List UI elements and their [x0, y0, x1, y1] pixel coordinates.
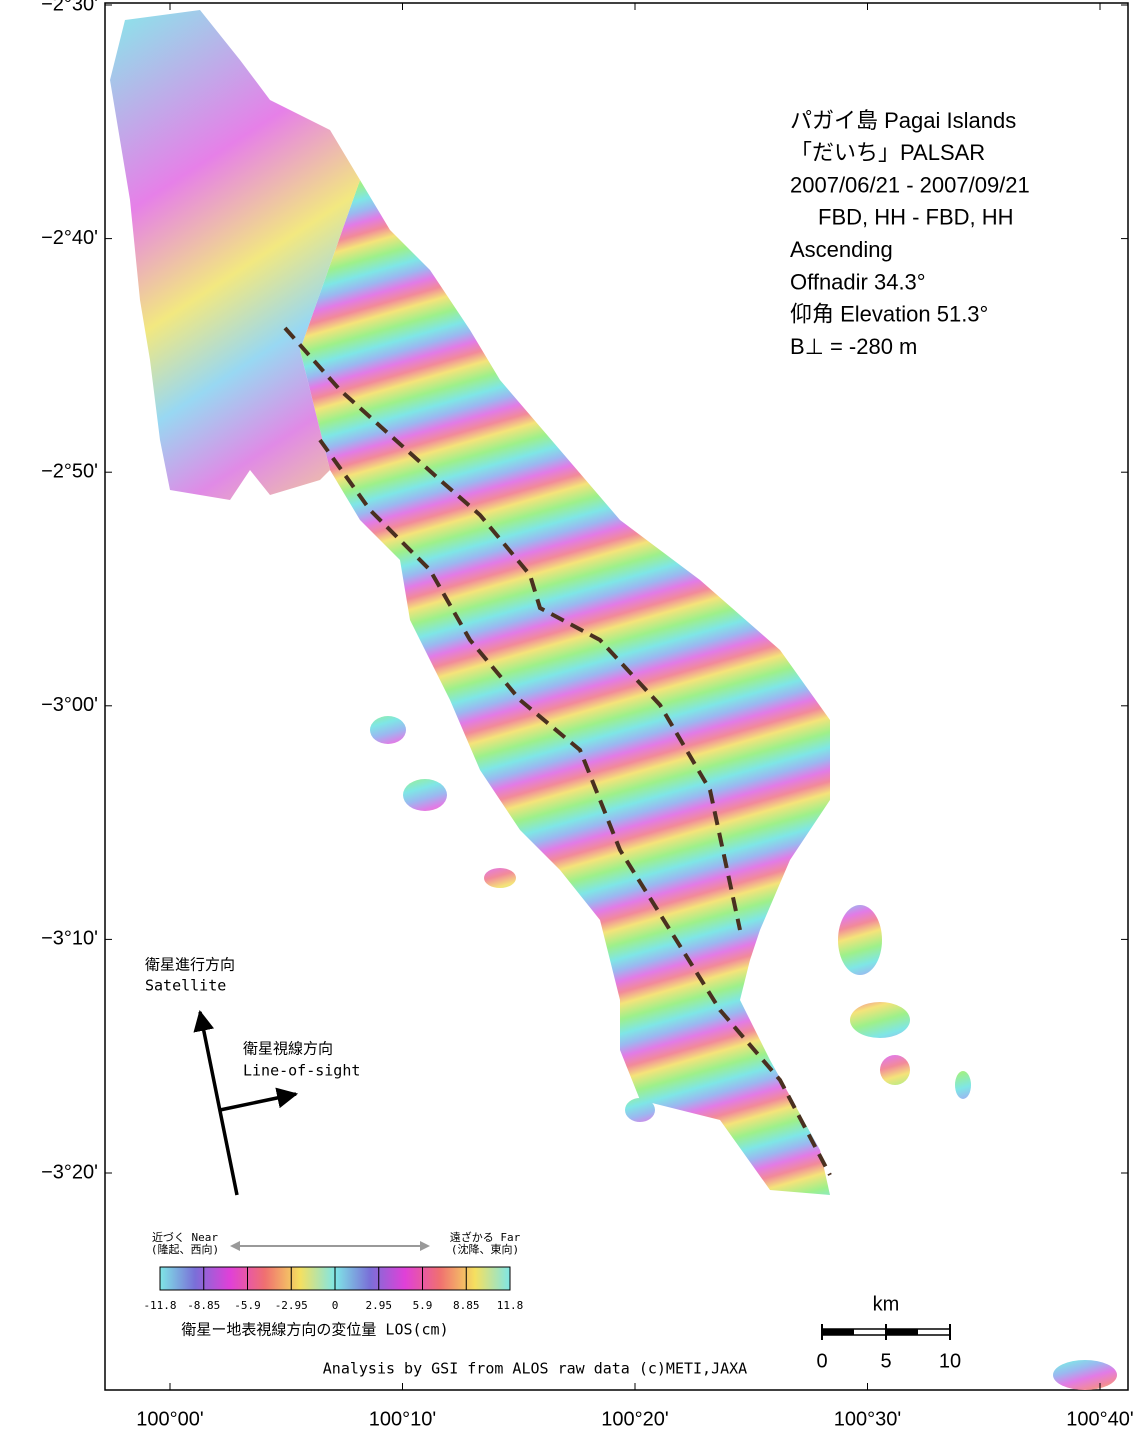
lon-label: 100°20'	[601, 1408, 668, 1430]
colorbar-tick-label: -8.85	[187, 1299, 220, 1312]
colorbar-tick-label: 8.85	[453, 1299, 480, 1312]
scale-segment	[886, 1329, 918, 1335]
far-sub: (沈降、東向)	[451, 1242, 519, 1256]
scale-segment	[822, 1329, 854, 1335]
lat-label: −2°40'	[41, 227, 98, 249]
lat-label: −2°30'	[41, 0, 98, 15]
lat-label: −3°00'	[41, 694, 98, 716]
info-line: 「だいち」PALSAR	[790, 140, 985, 165]
credit: Analysis by GSI from ALOS raw data (c)ME…	[323, 1360, 747, 1378]
colorbar-tick-label: 0	[332, 1299, 339, 1312]
colorbar-tick-label: -2.95	[275, 1299, 308, 1312]
lon-label: 100°30'	[834, 1408, 901, 1430]
satellite-arrow	[200, 1012, 237, 1195]
colorbar-tick-label: -5.9	[234, 1299, 261, 1312]
lat-label: −2°50'	[41, 460, 98, 482]
los-ja: 衛星視線方向	[243, 1040, 333, 1058]
scale-tick-label: 10	[939, 1350, 961, 1372]
far-label: 遠ざかる Far	[450, 1230, 521, 1244]
lat-label: −3°20'	[41, 1161, 98, 1183]
near-sub: (隆起、西向)	[151, 1242, 219, 1256]
map: 衛星進行方向 Satellite 衛星視線方向 Line-of-sight 近づ…	[0, 0, 1142, 1440]
lon-label: 100°00'	[136, 1408, 203, 1430]
los-arrow	[220, 1094, 296, 1110]
lon-label: 100°10'	[369, 1408, 436, 1430]
colorbar-tick-label: 11.8	[497, 1299, 524, 1312]
info-line: FBD, HH - FBD, HH	[818, 205, 1014, 230]
lat-label: −3°10'	[41, 928, 98, 950]
satellite-ja: 衛星進行方向	[145, 956, 235, 974]
scale-tick-label: 0	[816, 1350, 827, 1372]
info-line: 仰角 Elevation 51.3°	[790, 302, 988, 327]
info-line: 2007/06/21 - 2007/09/21	[790, 172, 1030, 197]
colorbar-tick-label: -11.8	[143, 1299, 176, 1312]
scale-tick-label: 5	[880, 1350, 891, 1372]
los-en: Line-of-sight	[243, 1062, 360, 1080]
satellite-en: Satellite	[145, 977, 226, 995]
info-line: B⊥ = -280 m	[790, 334, 917, 359]
colorbar-caption: 衛星ー地表視線方向の変位量 LOS(cm)	[181, 1321, 448, 1339]
scale-unit: km	[873, 1293, 900, 1315]
info-line: パガイ島 Pagai Islands	[790, 108, 1016, 133]
info-line: Ascending	[790, 237, 893, 262]
info-line: Offnadir 34.3°	[790, 269, 926, 294]
lon-label: 100°40'	[1066, 1408, 1133, 1430]
colorbar-tick-label: 2.95	[366, 1299, 393, 1312]
colorbar-tick-label: 5.9	[413, 1299, 433, 1312]
